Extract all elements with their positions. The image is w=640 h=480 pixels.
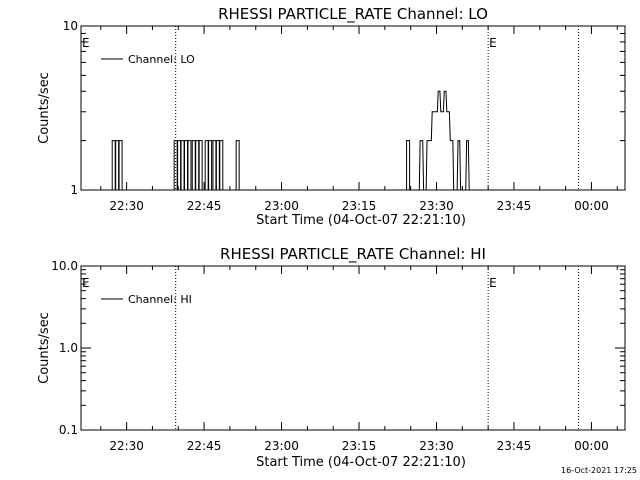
data-spike: [191, 140, 196, 190]
plot-frame: [80, 25, 626, 191]
data-spike: [208, 140, 213, 190]
data-spike: [184, 140, 189, 190]
y-tick-label: 1.0: [59, 341, 78, 355]
data-spike: [219, 140, 224, 190]
x-axis-label: Start Time (04-Oct-07 22:21:10): [256, 213, 466, 228]
data-spike: [180, 140, 185, 190]
x-tick-label: 23:15: [342, 199, 377, 213]
data-spike: [198, 140, 203, 190]
data-spike: [111, 140, 116, 190]
y-axis-label: Counts/sec: [37, 72, 52, 144]
data-spike: [215, 140, 220, 190]
x-tick-label: 23:30: [419, 199, 454, 213]
x-tick-label: 22:45: [187, 439, 222, 453]
chart-title: RHESSI PARTICLE_RATE Channel: LO: [218, 5, 488, 24]
event-marker-label: E: [489, 276, 497, 290]
data-spike: [235, 140, 240, 190]
x-axis-label: Start Time (04-Oct-07 22:21:10): [256, 455, 466, 470]
y-tick-label: 1: [70, 183, 78, 197]
data-spike: [115, 140, 120, 190]
event-marker-label: E: [82, 276, 90, 290]
data-spike: [195, 140, 200, 190]
x-tick-label: 22:45: [187, 199, 222, 213]
y-axis-label: Counts/sec: [37, 312, 52, 384]
plot-frame: [80, 265, 626, 431]
x-tick-label: 23:45: [497, 439, 532, 453]
x-tick-label: 23:45: [497, 199, 532, 213]
footer-timestamp: 16-Oct-2021 17:25: [561, 466, 637, 475]
legend-entry: Channel: HI: [128, 293, 192, 306]
x-tick-label: 23:30: [419, 439, 454, 453]
data-line-profile: [418, 90, 470, 191]
data-spike: [406, 140, 411, 190]
y-tick-label: 10: [63, 19, 78, 33]
y-tick-label: 10.0: [51, 259, 78, 273]
data-spike: [177, 140, 182, 190]
data-spike: [187, 140, 192, 190]
x-tick-label: 00:00: [574, 439, 609, 453]
chart-panel-lo: RHESSI PARTICLE_RATE Channel: LO 22:30 22:…: [37, 5, 626, 228]
x-tick-label: 22:30: [109, 439, 144, 453]
data-spike: [212, 140, 217, 190]
y-tick-label: 0.1: [59, 423, 78, 437]
legend-entry: Channel: LO: [128, 53, 195, 66]
x-tick-label: 23:15: [342, 439, 377, 453]
data-spike: [204, 140, 209, 190]
chart-panel-hi: RHESSI PARTICLE_RATE Channel: HI 22:30 22:…: [37, 245, 626, 470]
event-marker-label: E: [82, 36, 90, 50]
x-tick-label: 23:00: [264, 199, 299, 213]
x-tick-label: 22:30: [109, 199, 144, 213]
chart-title: RHESSI PARTICLE_RATE Channel: HI: [220, 245, 486, 264]
x-tick-label: 23:00: [264, 439, 299, 453]
event-marker-label: E: [489, 36, 497, 50]
data-spike: [118, 140, 123, 190]
x-tick-label: 00:00: [574, 199, 609, 213]
